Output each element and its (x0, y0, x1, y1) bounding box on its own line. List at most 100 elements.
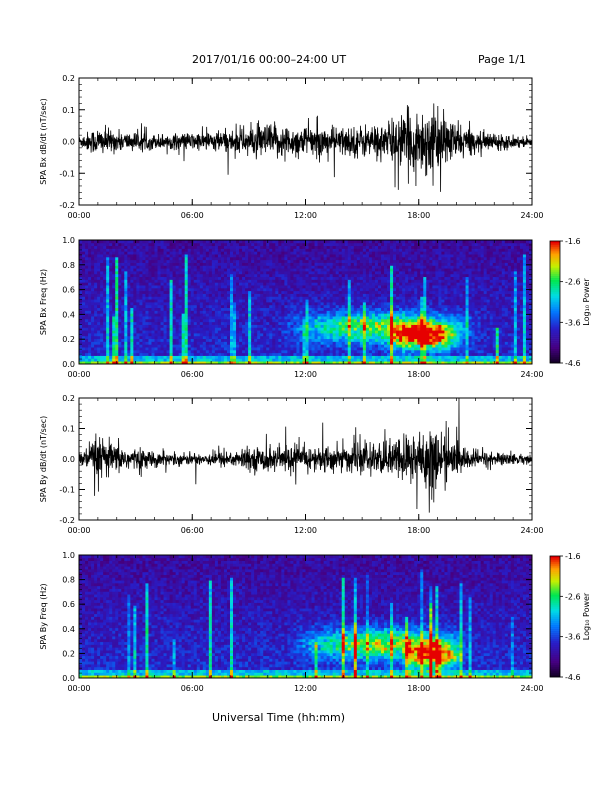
spectrogram-cell (121, 256, 125, 261)
y-tick-label: 0.1 (62, 106, 75, 115)
spectrogram-cell (121, 276, 125, 280)
spectrogram-cell (115, 259, 119, 263)
spectrogram-cell (139, 287, 143, 292)
spectrogram-cell (118, 327, 122, 331)
spectrogram-cell (109, 256, 113, 261)
spectrogram-cell (121, 324, 125, 328)
spectrogram-cell (97, 285, 101, 289)
spectrogram-cell (121, 358, 125, 362)
spectrogram-cell (88, 279, 92, 283)
spectrogram-cell (100, 318, 104, 323)
spectrogram-cell (109, 338, 113, 342)
spectrogram-cell (127, 293, 131, 297)
spectrogram-cell (106, 256, 110, 261)
spectrogram-cell (115, 338, 119, 342)
spectrogram-cell (79, 245, 83, 249)
spectrogram-cell (112, 307, 116, 311)
spectrogram-cell (94, 282, 98, 286)
spectrogram-cell (136, 254, 140, 258)
spectrogram-cell (130, 361, 134, 365)
spectrogram-cell (91, 341, 95, 345)
spectrogram-cell (115, 268, 119, 272)
spectrogram-cell (106, 242, 110, 247)
spectrogram-cell (112, 282, 116, 286)
spectrogram-cell (115, 307, 119, 311)
spectrogram-cell (106, 293, 110, 297)
spectrogram-cell (118, 285, 122, 289)
spectrogram-cell (124, 256, 128, 261)
spectrogram-cell (82, 347, 86, 351)
spectrogram-cell (85, 335, 89, 340)
spectrogram-cell (112, 352, 116, 356)
spectrogram-cell (88, 324, 92, 328)
spectrogram-cell (82, 268, 86, 272)
spectrogram-cell (118, 287, 122, 292)
spectrogram-cell (142, 296, 146, 300)
spectrogram-cell (118, 254, 122, 258)
spectrogram-cell (106, 344, 110, 348)
spectrogram-cell (124, 321, 128, 325)
spectrogram-cell (139, 293, 143, 297)
spectrogram-cell (82, 282, 86, 286)
spectrogram-cell (88, 251, 92, 255)
spectrogram-cell (133, 276, 137, 280)
spectrogram-cell (112, 256, 116, 261)
spectrogram-cell (112, 316, 116, 320)
spectrogram-cell (136, 321, 140, 325)
spectrogram-cell (124, 279, 128, 283)
spectrogram-cell (82, 335, 86, 340)
spectrogram-cell (106, 268, 110, 272)
spectrogram-cell (139, 352, 143, 356)
spectrogram-cell (109, 335, 113, 340)
spectrogram-cell (85, 304, 89, 309)
spectrogram-cell (124, 299, 128, 303)
spectrogram-cell (106, 304, 110, 309)
spectrogram-cell (127, 296, 131, 300)
spectrogram-cell (127, 240, 131, 244)
spectrogram-cell (142, 290, 146, 294)
spectrogram-cell (142, 344, 146, 348)
spectrogram-cell (127, 265, 131, 269)
spectrogram-cell (97, 330, 101, 334)
spectrogram-cell (91, 279, 95, 283)
spectrogram-cell (97, 279, 101, 283)
spectrogram-cell (88, 344, 92, 348)
spectrogram-cell (133, 361, 137, 365)
spectrogram-cell (115, 304, 119, 309)
spectrogram-cell (136, 265, 140, 269)
spectrogram-cell (118, 330, 122, 334)
y-tick-label: 0.2 (62, 74, 75, 83)
spectrogram-cell (121, 341, 125, 345)
spectrogram-cell (139, 302, 143, 306)
spectrogram-cell (124, 254, 128, 258)
spectrogram-cell (106, 302, 110, 306)
spectrogram-cell (112, 341, 116, 345)
spectrogram-cell (103, 352, 107, 356)
spectrogram-cell (97, 310, 101, 314)
spectrogram-cell (94, 276, 98, 280)
spectrogram-cell (91, 273, 95, 278)
spectrogram-cell (136, 285, 140, 289)
spectrogram-cell (94, 290, 98, 294)
spectrogram-cell (142, 307, 146, 311)
spectrogram-cell (112, 355, 116, 359)
spectrogram-cell (82, 265, 86, 269)
spectrogram-cell (112, 310, 116, 314)
spectrogram-cell (88, 321, 92, 325)
spectrogram-cell (139, 242, 143, 247)
spectrogram-cell (103, 259, 107, 263)
spectrogram-cell (127, 299, 131, 303)
spectrogram-cell (112, 240, 116, 244)
spectrogram-cell (121, 254, 125, 258)
spectrogram-cell (97, 254, 101, 258)
spectrogram-cell (115, 347, 119, 351)
spectrogram-cell (88, 341, 92, 345)
spectrogram-cell (103, 254, 107, 258)
spectrogram-cell (106, 290, 110, 294)
spectrogram-cell (109, 242, 113, 247)
spectrogram-cell (79, 327, 83, 331)
spectrogram-cell (103, 355, 107, 359)
spectrogram-cell (106, 349, 110, 354)
spectrogram-cell (100, 361, 104, 365)
